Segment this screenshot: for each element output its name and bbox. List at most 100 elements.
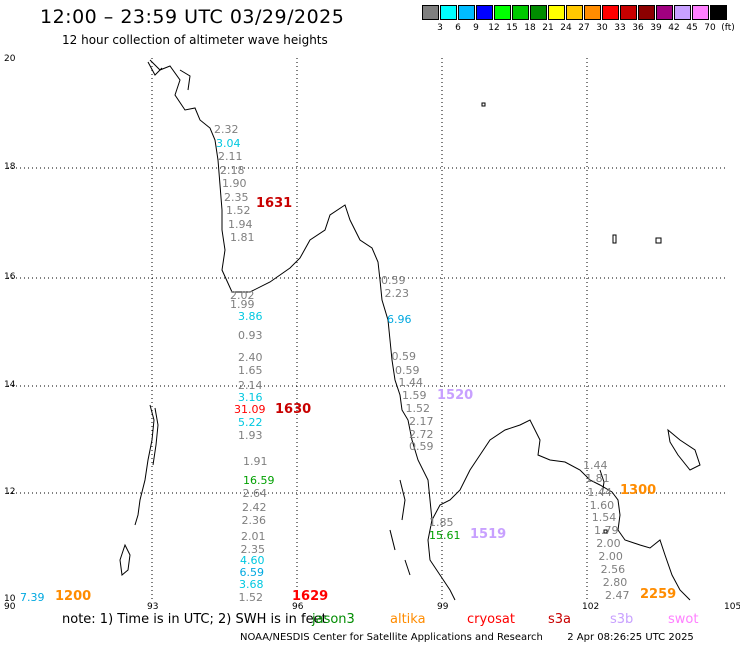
legend-swatch — [602, 5, 619, 20]
legend-label: 15 — [506, 23, 518, 33]
wave-height-value: 2.42 — [242, 501, 267, 514]
wave-height-value: 1.65 — [238, 364, 263, 377]
wave-height-value: 2.72 — [409, 428, 434, 441]
wave-height-value: 2.35 — [224, 190, 249, 204]
wave-height-value: 2.11 — [218, 150, 243, 163]
footer-credit: NOAA/NESDIS Center for Satellite Applica… — [240, 632, 694, 643]
satellite-jason3-label: jason3 — [312, 612, 355, 627]
legend-swatch — [458, 5, 475, 20]
legend-swatch — [584, 5, 601, 20]
lon-tick-label: 102 — [582, 602, 600, 612]
page-title: 12:00 – 23:59 UTC 03/29/2025 — [40, 6, 345, 28]
lat-tick-label: 20 — [4, 54, 16, 64]
wave-height-value: 1.59 — [402, 389, 427, 402]
satellite-altika-label: altika — [390, 612, 426, 627]
lat-tick-label: 10 — [4, 594, 16, 604]
wave-height-value: 3.16 — [238, 391, 263, 404]
wave-height-value: 2.35 — [240, 543, 266, 556]
wave-height-value: 1.52 — [405, 402, 431, 415]
wave-height-value: 1.60 — [589, 499, 615, 512]
wave-height-value: 2.36 — [241, 514, 267, 527]
wave-height-value: 1.93 — [238, 429, 263, 442]
satellite-s3a-label: s3a — [548, 612, 572, 627]
wave-height-value: 31.09 — [234, 403, 266, 416]
units-note: note: 1) Time is in UTC; 2) SWH is in fe… — [62, 612, 327, 627]
wave-height-value: 0.93 — [238, 329, 263, 342]
wave-height-value: 4.60 — [240, 554, 265, 567]
pass-time-label: 1200 — [55, 589, 92, 604]
legend-swatch — [656, 5, 673, 20]
wave-height-value: 2.40 — [238, 351, 263, 364]
legend-label: 33 — [614, 23, 626, 33]
wave-height-value: 15.61 — [429, 529, 461, 542]
wave-height-value: 2.32 — [214, 123, 239, 136]
wave-height-value: 1.99 — [230, 298, 255, 311]
lon-tick-label: 105 — [724, 602, 740, 612]
wave-height-value: 5.22 — [238, 416, 263, 429]
legend-label: 45 — [686, 23, 698, 33]
wave-height-value: 1.79 — [594, 524, 619, 537]
legend-label: 6 — [455, 23, 461, 33]
coastline — [119, 59, 701, 601]
legend-label: 27 — [578, 23, 590, 33]
legend-label: 21 — [542, 23, 554, 33]
wave-height-value: 1.44 — [398, 376, 424, 389]
legend-label: 24 — [560, 23, 572, 33]
wave-height-value: 1.44 — [583, 459, 608, 472]
legend-label: 70 — [704, 23, 716, 33]
legend-label: 39 — [650, 23, 662, 33]
pass-time-label: 1630 — [275, 402, 312, 417]
pass-time-label: 1519 — [470, 527, 507, 542]
wave-height-value: 1.52 — [238, 591, 264, 604]
wave-height-value: 1.94 — [228, 217, 253, 231]
legend-label: (ft) — [721, 23, 735, 33]
wave-height-value: 2.00 — [598, 550, 623, 563]
legend-label: 3 — [437, 23, 443, 33]
legend-swatch — [548, 5, 565, 20]
wave-height-value: 1.81 — [585, 472, 610, 485]
pass-time-label: 1631 — [256, 196, 293, 211]
lon-tick-label: 93 — [147, 602, 159, 612]
pass-time-label: 1520 — [437, 388, 474, 403]
lon-tick-label: 96 — [292, 602, 304, 612]
wave-height-value: 1.85 — [429, 516, 454, 529]
legend-label: 18 — [524, 23, 536, 33]
wave-height-value: 2.47 — [605, 589, 630, 602]
legend-swatch — [494, 5, 511, 20]
legend-swatch — [422, 5, 439, 20]
wave-height-value: 2.64 — [242, 487, 268, 500]
pass-time-label: 1300 — [620, 483, 657, 498]
lon-tick-label: 90 — [4, 602, 16, 612]
wave-height-value: 1.81 — [230, 231, 255, 244]
wave-height-value: 3.68 — [239, 578, 264, 591]
wave-height-value: 2.02 — [230, 289, 255, 302]
wave-height-value: 1.44 — [587, 486, 612, 499]
legend-label: 12 — [488, 23, 500, 33]
legend-label: 9 — [473, 23, 479, 33]
satellite-cryosat-label: cryosat — [467, 612, 515, 627]
legend-swatch — [710, 5, 727, 20]
legend-swatch — [620, 5, 637, 20]
legend-swatch — [638, 5, 655, 20]
pass-time-label: 1629 — [292, 589, 329, 604]
wave-height-value: 2.56 — [600, 563, 626, 576]
timestamp-text: 2 Apr 08:26:25 UTC 2025 — [567, 632, 694, 643]
legend-swatch — [512, 5, 529, 20]
wave-height-value: 6.59 — [239, 566, 265, 579]
lon-tick-label: 99 — [437, 602, 449, 612]
legend-swatch — [476, 5, 493, 20]
legend-label: 30 — [596, 23, 608, 33]
wave-height-value: 1.52 — [226, 204, 251, 217]
page-subtitle: 12 hour collection of altimeter wave hei… — [62, 33, 328, 47]
wave-height-value: 6.96 — [387, 313, 412, 326]
credit-text: NOAA/NESDIS Center for Satellite Applica… — [240, 632, 543, 643]
wave-height-value: 2.18 — [220, 163, 245, 177]
satellite-s3b-label: s3b — [610, 612, 634, 627]
wave-height-value: 1.54 — [591, 511, 617, 524]
wave-height-value: 2.80 — [602, 576, 628, 589]
legend-label: 42 — [668, 23, 680, 33]
wave-height-value: 2.17 — [409, 415, 434, 428]
wave-height-value: 2.01 — [241, 530, 266, 543]
legend-swatch — [566, 5, 583, 20]
